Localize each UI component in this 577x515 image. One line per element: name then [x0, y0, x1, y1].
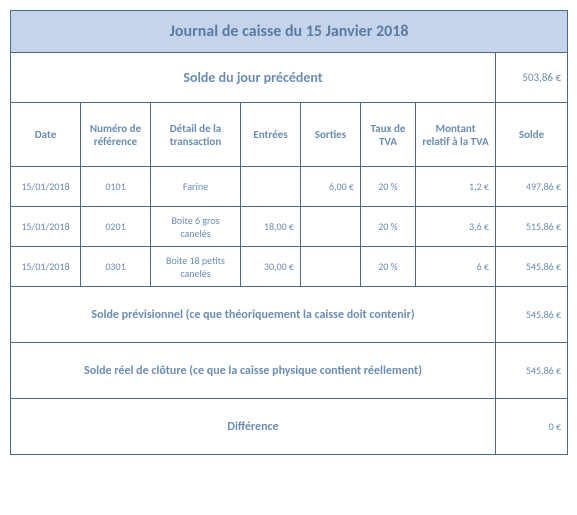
col-balance: Solde	[496, 103, 568, 167]
diff-label: Différence	[11, 399, 496, 455]
cash-journal-table: Journal de caisse du 15 Janvier 2018 Sol…	[10, 10, 568, 455]
previous-balance-value: 503,86 €	[496, 53, 568, 103]
cell-detail: Boite 6 gros canelés	[151, 207, 241, 247]
cell-date: 15/01/2018	[11, 247, 81, 287]
col-vat-rate: Taux de TVA	[361, 103, 416, 167]
real-label: Solde réel de clôture (ce que la caisse …	[11, 343, 496, 399]
cell-detail: Boite 18 petits canelés	[151, 247, 241, 287]
cell-vat_rate: 20 %	[361, 207, 416, 247]
cell-in: 18,00 €	[241, 207, 301, 247]
cell-ref: 0201	[81, 207, 151, 247]
cell-vat_amount: 6 €	[416, 247, 496, 287]
forecast-label: Solde prévisionnel (ce que théoriquement…	[11, 287, 496, 343]
cell-balance: 497,86 €	[496, 167, 568, 207]
cell-ref: 0101	[81, 167, 151, 207]
cell-date: 15/01/2018	[11, 167, 81, 207]
col-ref: Numéro de référence	[81, 103, 151, 167]
cell-out	[301, 247, 361, 287]
col-vat-amount: Montant relatif à la TVA	[416, 103, 496, 167]
col-detail: Détail de la transaction	[151, 103, 241, 167]
cell-date: 15/01/2018	[11, 207, 81, 247]
cell-balance: 545,86 €	[496, 247, 568, 287]
cell-out: 6,00 €	[301, 167, 361, 207]
forecast-row: Solde prévisionnel (ce que théoriquement…	[11, 287, 568, 343]
diff-row: Différence 0 €	[11, 399, 568, 455]
diff-value: 0 €	[496, 399, 568, 455]
cell-balance: 515,86 €	[496, 207, 568, 247]
col-in: Entrées	[241, 103, 301, 167]
previous-balance-label: Solde du jour précédent	[11, 53, 496, 103]
cell-vat_amount: 3,6 €	[416, 207, 496, 247]
cell-in: 30,00 €	[241, 247, 301, 287]
real-value: 545,86 €	[496, 343, 568, 399]
real-row: Solde réel de clôture (ce que la caisse …	[11, 343, 568, 399]
journal-title: Journal de caisse du 15 Janvier 2018	[11, 11, 568, 53]
title-row: Journal de caisse du 15 Janvier 2018	[11, 11, 568, 53]
previous-balance-row: Solde du jour précédent 503,86 €	[11, 53, 568, 103]
cell-vat_rate: 20 %	[361, 247, 416, 287]
cell-vat_amount: 1,2 €	[416, 167, 496, 207]
cell-detail: Farine	[151, 167, 241, 207]
table-row: 15/01/20180101Farine 6,00 €20 %1,2 €497,8…	[11, 167, 568, 207]
cell-ref: 0301	[81, 247, 151, 287]
column-header-row: Date Numéro de référence Détail de la tr…	[11, 103, 568, 167]
col-out: Sorties	[301, 103, 361, 167]
table-row: 15/01/20180301Boite 18 petits canelés30,…	[11, 247, 568, 287]
col-date: Date	[11, 103, 81, 167]
forecast-value: 545,86 €	[496, 287, 568, 343]
table-row: 15/01/20180201Boite 6 gros canelés18,00 …	[11, 207, 568, 247]
cell-vat_rate: 20 %	[361, 167, 416, 207]
cell-out	[301, 207, 361, 247]
cell-in	[241, 167, 301, 207]
